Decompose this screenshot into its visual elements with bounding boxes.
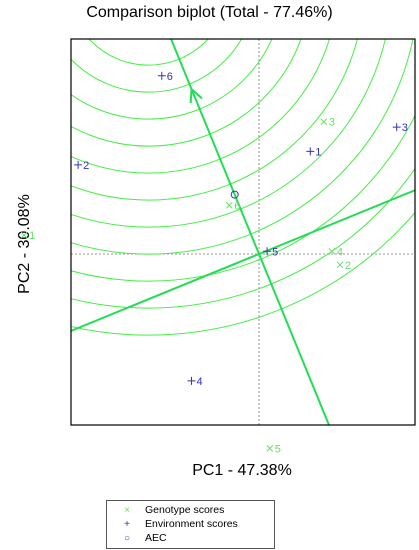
environment-label-3: 3 <box>402 122 408 134</box>
aec-symbol-icon: ○ <box>123 533 131 544</box>
environment-point-1 <box>306 147 315 156</box>
concentric-circle-11 <box>71 167 415 309</box>
environment-label-6: 6 <box>167 71 173 83</box>
environment-label-5: 5 <box>272 246 278 258</box>
concentric-circle-5 <box>71 39 302 147</box>
legend-label-aec: AEC <box>145 532 167 544</box>
concentric-circle-10 <box>71 114 415 282</box>
aec-point <box>230 190 239 199</box>
genotype-symbol-icon: × <box>124 505 130 516</box>
concentric-circle-12 <box>71 211 415 336</box>
concentric-circle-8 <box>71 39 386 228</box>
genotype-point-3 <box>320 118 328 126</box>
genotype-point-6 <box>225 202 233 209</box>
environment-label-4: 4 <box>197 376 203 388</box>
legend-item-genotype: × Genotype scores <box>107 504 274 517</box>
legend-item-aec: ○ AEC <box>107 532 274 545</box>
concentric-circle-3 <box>71 39 243 93</box>
concentric-circle-2 <box>88 39 209 66</box>
genotype-label-2: 2 <box>345 260 351 272</box>
aec-arrow-head <box>189 86 203 104</box>
concentric-circle-1 <box>95 0 203 38</box>
aec-ordinate-line <box>71 189 415 332</box>
x-axis-label: PC1 - 47.38% <box>192 462 292 479</box>
concentric-circle-4 <box>71 39 273 120</box>
legend-label-environment: Environment scores <box>145 518 238 530</box>
concentric-circle-6 <box>71 39 330 174</box>
concentric-circle-9 <box>71 39 414 255</box>
legend-label-genotype: Genotype scores <box>145 504 225 516</box>
legend-item-environment: + Environment scores <box>107 518 274 531</box>
genotype-label-4: 4 <box>337 246 343 258</box>
plot-frame <box>70 38 416 426</box>
environment-point-2 <box>74 160 83 169</box>
environment-point-4 <box>187 376 196 385</box>
environment-label-2: 2 <box>83 160 89 172</box>
genotype-label-3: 3 <box>329 117 335 129</box>
environment-symbol-icon: + <box>124 519 130 530</box>
environment-point-5 <box>263 247 272 256</box>
chart-title: Comparison biplot (Total - 77.46%) <box>86 4 333 21</box>
concentric-circle-7 <box>71 39 358 201</box>
genotype-label-6: 6 <box>234 200 240 212</box>
environment-label-1: 1 <box>315 146 321 158</box>
genotype-point-5 <box>266 445 274 452</box>
genotype-label-1: 1 <box>29 230 35 242</box>
genotype-point-2 <box>336 261 344 269</box>
genotype-point-4 <box>328 247 336 255</box>
genotype-label-5: 5 <box>275 443 281 455</box>
legend: × Genotype scores + Environment scores ○… <box>106 500 275 549</box>
aec-axis-line <box>169 39 331 425</box>
genotype-point-1 <box>20 231 28 239</box>
environment-point-3 <box>392 123 401 132</box>
environment-point-6 <box>157 71 166 80</box>
